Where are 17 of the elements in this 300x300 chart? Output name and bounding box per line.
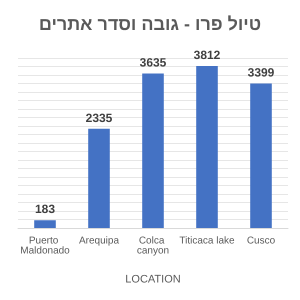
data-label: 2335 bbox=[86, 110, 113, 125]
x-axis-title: LOCATION bbox=[125, 274, 181, 286]
bar bbox=[34, 220, 56, 228]
x-tick-label: Cusco bbox=[246, 236, 276, 246]
data-label: 3812 bbox=[194, 48, 221, 62]
bar bbox=[88, 128, 110, 228]
data-label: 3635 bbox=[140, 56, 167, 70]
bar bbox=[196, 66, 218, 228]
bar bbox=[142, 74, 164, 228]
x-tick-label: Arequipa bbox=[78, 236, 120, 246]
data-label: 183 bbox=[34, 202, 56, 216]
x-tick-label: Colca canyon bbox=[136, 236, 170, 256]
x-tick-label: Puerto Maldonado bbox=[20, 236, 70, 256]
bar bbox=[250, 84, 272, 228]
chart-title: טיול פרו - גובה וסדר אתרים bbox=[38, 14, 262, 34]
x-tick-label: Titicaca lake bbox=[179, 236, 236, 246]
data-label: 3399 bbox=[248, 66, 275, 80]
